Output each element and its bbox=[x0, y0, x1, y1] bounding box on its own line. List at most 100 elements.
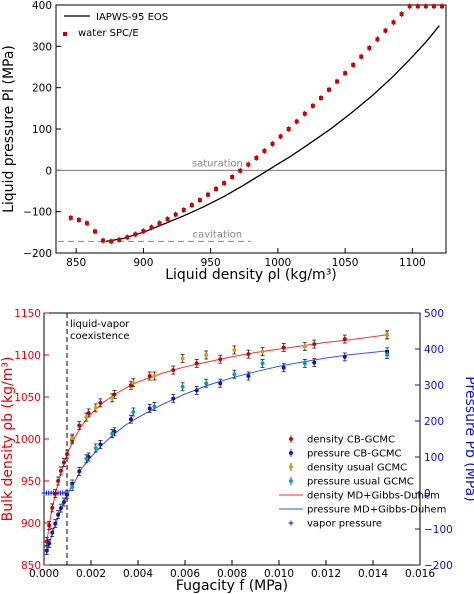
cavitation-label: cavitation bbox=[193, 229, 243, 240]
bottom-panel: 0.000 0.002 0.004 0.006 0.008 0.010 0.012 0.014… bbox=[0, 308, 474, 594]
data-point-2 bbox=[204, 353, 209, 357]
top-x-tick-label: 1000 bbox=[265, 257, 292, 269]
bottom-left-tick-label: 950 bbox=[21, 476, 41, 488]
spce-point bbox=[294, 119, 299, 124]
data-point-1 bbox=[98, 442, 103, 447]
bottom-right-tick-label: 500 bbox=[424, 308, 444, 320]
data-point-3 bbox=[93, 446, 98, 450]
spce-point bbox=[165, 217, 170, 222]
spce-point bbox=[391, 20, 396, 25]
spce-point bbox=[407, 4, 412, 9]
legend-label-1: pressure CB-GCMC bbox=[307, 449, 402, 460]
bottom-right-tick-label: 400 bbox=[424, 344, 444, 356]
data-point-3 bbox=[302, 361, 307, 366]
bottom-left-tick-label: 900 bbox=[21, 518, 41, 530]
bottom-x-tick-label: 0.012 bbox=[311, 568, 341, 580]
data-point-0 bbox=[50, 505, 55, 510]
bottom-right-tick-label: −200 bbox=[424, 560, 453, 572]
spce-point bbox=[238, 168, 243, 173]
top-x-tick-label: 950 bbox=[201, 257, 221, 269]
data-point-3 bbox=[110, 431, 115, 436]
bottom-x-tick-label: 0.004 bbox=[123, 568, 153, 580]
bottom-ticks: 0.000 0.002 0.004 0.006 0.008 0.010 0.012 0.014… bbox=[14, 308, 453, 580]
legend-label-5: pressure MD+Gibbs-Duhem bbox=[307, 505, 446, 516]
bottom-left-tick-label: 850 bbox=[21, 560, 41, 572]
bottom-x-tick-label: 0.008 bbox=[217, 568, 247, 580]
data-point-1 bbox=[61, 500, 66, 504]
spce-point bbox=[335, 79, 340, 84]
data-point-1 bbox=[218, 381, 223, 386]
legend-label-0: density CB-GCMC bbox=[307, 435, 395, 446]
spce-point bbox=[133, 232, 138, 237]
top-y-tick-label: 0 bbox=[45, 165, 52, 177]
saturation-label: saturation bbox=[192, 158, 243, 169]
data-point-1 bbox=[65, 492, 70, 497]
data-point-0 bbox=[246, 352, 251, 357]
legend-marker-2 bbox=[289, 465, 293, 469]
data-point-1 bbox=[171, 396, 176, 401]
spce-point bbox=[230, 174, 235, 179]
spce-point bbox=[302, 111, 307, 116]
spce-point bbox=[93, 229, 97, 234]
spce-point bbox=[117, 237, 122, 242]
spce-point bbox=[101, 238, 106, 243]
data-point-0 bbox=[171, 368, 176, 373]
top-y-tick-label: −100 bbox=[23, 207, 52, 219]
data-point-3 bbox=[131, 410, 136, 414]
spce-point bbox=[318, 96, 323, 100]
data-point-0 bbox=[342, 337, 347, 342]
data-point-0 bbox=[65, 452, 70, 457]
top-x-tick-label: 900 bbox=[133, 257, 153, 269]
legend-label-iapws: IAPWS-95 EOS bbox=[96, 12, 168, 23]
coexistence-label-line2: coexistence bbox=[70, 331, 130, 342]
iapws-eos-line bbox=[105, 25, 440, 243]
data-point-1 bbox=[246, 374, 251, 378]
spce-point bbox=[173, 212, 178, 217]
data-point-3 bbox=[232, 372, 237, 377]
top-x-tick-label: 1050 bbox=[332, 257, 359, 269]
data-point-1 bbox=[56, 512, 61, 517]
spce-point bbox=[246, 162, 251, 167]
spce-point bbox=[125, 235, 130, 240]
bottom-left-tick-label: 1000 bbox=[14, 434, 41, 446]
bottom-right-tick-label: 0 bbox=[424, 488, 431, 500]
data-point-1 bbox=[194, 388, 199, 393]
spce-point bbox=[415, 4, 420, 9]
spce-point bbox=[205, 192, 210, 197]
top-series bbox=[68, 3, 444, 245]
spce-point bbox=[76, 217, 81, 222]
spce-point bbox=[149, 225, 154, 230]
spce-point bbox=[310, 103, 315, 108]
data-point-1 bbox=[312, 360, 317, 365]
spce-point bbox=[343, 71, 348, 76]
spce-point bbox=[181, 208, 186, 213]
data-point-2 bbox=[70, 436, 75, 441]
data-point-3 bbox=[260, 361, 265, 366]
bottom-right-tick-label: −100 bbox=[424, 524, 453, 536]
data-point-3 bbox=[204, 381, 209, 386]
spce-point bbox=[367, 45, 372, 50]
data-point-1 bbox=[47, 541, 52, 546]
legend-marker-3 bbox=[289, 479, 293, 483]
data-point-2 bbox=[260, 349, 265, 354]
data-point-3 bbox=[385, 352, 390, 357]
data-point-3 bbox=[70, 484, 75, 489]
data-point-1 bbox=[58, 506, 63, 511]
spce-point bbox=[286, 127, 291, 131]
data-point-2 bbox=[180, 356, 185, 361]
data-point-0 bbox=[47, 523, 52, 528]
spce-point bbox=[254, 155, 259, 160]
top-y-tick-label: 400 bbox=[32, 0, 52, 12]
legend-label-6: vapor pressure bbox=[307, 519, 382, 530]
spce-point bbox=[270, 141, 275, 146]
data-point-0 bbox=[147, 374, 152, 378]
top-ticks: 850 900 950 1000 1050 1100 −200 −100 0 100 200 300 4… bbox=[23, 0, 426, 269]
data-point-0 bbox=[281, 345, 286, 350]
bottom-legend: density CB-GCMC pressure CB-GCMC density u… bbox=[279, 435, 446, 530]
top-y-tick-label: 200 bbox=[32, 83, 52, 95]
top-plot-frame bbox=[55, 4, 447, 254]
data-point-2 bbox=[93, 405, 98, 410]
top-x-tick-label: 850 bbox=[66, 257, 86, 269]
data-point-1 bbox=[77, 469, 82, 474]
spce-point bbox=[439, 4, 444, 9]
